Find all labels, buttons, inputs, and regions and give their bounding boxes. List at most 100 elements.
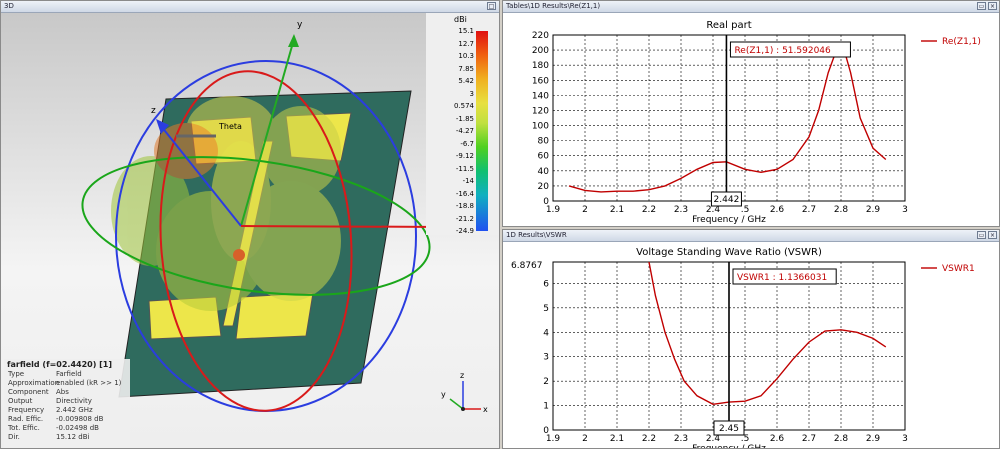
z-axis-label: z (151, 106, 156, 116)
colorbar-tick: -6.7 (460, 139, 474, 148)
plot1-y-tick-label: 200 (532, 46, 549, 56)
info-row: Tot. Effic. -0.02498 dB (4, 424, 130, 433)
z-axis-arrow (156, 119, 169, 134)
re-z11-chart: Real part 1.9 2 2.1 2.2 2.3 2.4 .5 2.6 2.7 2.8 2.9 3… (532, 20, 981, 225)
info-row: Type Farfield (4, 370, 130, 379)
re-z11-plot-window[interactable]: Tables\1D Results\Re(Z1,1) ▭ × Real part… (502, 0, 1000, 227)
info-key: Approximation (8, 379, 60, 387)
plot1-x-tick-label: .5 (741, 205, 750, 215)
colorbar-gradient (476, 31, 488, 231)
info-value: -0.02498 dB (56, 424, 99, 432)
info-key: Frequency (8, 406, 45, 414)
plot2-y-tick-label: 1 (543, 402, 549, 412)
plot2-y-tick-label: 5 (543, 304, 549, 314)
plot1-x-tick-label: 2.7 (802, 205, 816, 215)
plot1-y-tick-label: 180 (532, 61, 549, 71)
vswr-plot-window[interactable]: 1D Results\VSWR ▭ × Voltage Standing Wav… (502, 229, 1000, 449)
farfield-info-header: farfield (f=02.4420) [1] (7, 360, 113, 369)
plot1-x-tick-label: 2.2 (642, 205, 656, 215)
colorbar-tick: -4.27 (455, 127, 474, 135)
plot1-chart-title: Real part (706, 20, 751, 31)
plot2-series-line (648, 261, 887, 406)
plot1-marker-value-label: Re(Z1,1) : 51.592046 (734, 46, 831, 56)
plot1-x-axis-label: Frequency / GHz (692, 215, 766, 225)
phi-circle (81, 156, 431, 296)
plot1-x-tick-label: 2.9 (866, 205, 881, 215)
plot1-y-tick-label: 0 (543, 197, 549, 207)
plot2-close-button[interactable]: × (988, 231, 997, 239)
triad-y-label: y (441, 390, 446, 399)
plot2-legend-label: VSWR1 (942, 264, 975, 274)
colorbar-tick: -21.2 (455, 214, 474, 223)
y-axis-label: y (297, 20, 303, 30)
plot2-y-tick-label: 3 (543, 353, 549, 363)
plot2-x-tick-label: 2.7 (802, 434, 816, 444)
colorbar-tick: -18.8 (455, 202, 474, 210)
plot1-restore-button[interactable]: ▭ (977, 2, 986, 10)
plot1-y-tick-label: 80 (538, 137, 550, 147)
plot1-marker-x-box (710, 191, 742, 207)
colorbar-panel: dBi 15.1 12.7 10.3 7.85 5.42 3 0.574 -1.85 -4.27… (426, 13, 499, 235)
colorbar-tick: -14 (462, 177, 474, 185)
plot1-y-tick-label: 100 (532, 122, 549, 132)
plot2-x-tick-label: 3 (902, 434, 908, 444)
colorbar-tick: 12.7 (458, 39, 474, 48)
vswr-chart: Voltage Standing Wave Ratio (VSWR) 1.9 2 2.… (511, 247, 975, 449)
farfield-scene: y z Theta phi z y x (81, 20, 488, 414)
feed-point (233, 249, 245, 261)
theta-label: Theta (218, 122, 242, 131)
plot1-y-tick-label: 20 (538, 182, 550, 192)
plot1-x-tick-label: 2 (582, 205, 588, 215)
plot2-marker-x-box (713, 420, 745, 436)
plot1-y-tick-label: 40 (538, 167, 550, 177)
farfield-3d-view[interactable]: 3D □ y z (0, 0, 500, 449)
maximize-button[interactable]: □ (487, 2, 496, 10)
colorbar-tick: -16.4 (455, 189, 474, 198)
plot2-x-tick-label: 1.9 (546, 434, 561, 444)
view3d-titlebar: 3D (1, 1, 499, 13)
plot2-x-tick-label: 2.6 (770, 434, 785, 444)
plot2-x-tick-label: 2.4 (706, 434, 721, 444)
info-value: 15.12 dBi (56, 433, 90, 441)
plot1-y-tick-label: 60 (538, 152, 550, 162)
triad-x-label: x (483, 405, 488, 414)
plot2-window-title: 1D Results\VSWR (506, 231, 567, 239)
info-key: Tot. Effic. (8, 424, 40, 432)
plot2-marker-x-label: 2.45 (719, 424, 739, 434)
colorbar-tick: -24.9 (455, 227, 474, 235)
plot2-top-value-label: 6.8767 (511, 261, 543, 271)
farfield-info-box: farfield (f=02.4420) [1] Type Farfield App… (4, 359, 130, 448)
plot2-x-tick-label: 2.1 (610, 434, 624, 444)
plot2-y-tick-label: 2 (543, 377, 549, 387)
info-value: Abs (56, 388, 69, 396)
colorbar-tick: 15.1 (458, 27, 474, 35)
plot1-close-button[interactable]: × (988, 2, 997, 10)
plot1-x-tick-label: 2.4 (706, 205, 721, 215)
colorbar-tick: -9.12 (455, 152, 474, 160)
plot2-restore-button[interactable]: ▭ (977, 231, 986, 239)
info-row: Rad. Effic. -0.009808 dB (4, 415, 130, 424)
info-value: 2.442 GHz (56, 406, 93, 414)
plot1-x-tick-label: 3 (902, 205, 908, 215)
info-key: Type (8, 370, 25, 378)
plot1-legend-label: Re(Z1,1) (942, 37, 981, 47)
triad-z-label: z (460, 371, 464, 380)
patch-bottom-right (235, 292, 314, 340)
y-axis-line (240, 38, 295, 227)
plot1-window-title: Tables\1D Results\Re(Z1,1) (506, 2, 601, 10)
farfield-info-rows: Type Farfield Approximation enabled (kR >> … (4, 370, 130, 442)
plot2-y-tick-label: 0 (543, 426, 549, 436)
info-row: Output Directivity (4, 397, 130, 406)
plot1-y-tick-label: 220 (532, 31, 549, 41)
info-row: Dir. 15.12 dBi (4, 433, 130, 442)
plot2-x-tick-label: 2.9 (866, 434, 881, 444)
plot1-x-tick-label: 2.6 (770, 205, 785, 215)
colorbar-tick: 7.85 (458, 64, 474, 73)
colorbar-tick: 10.3 (458, 52, 474, 60)
plot2-marker-value-box (732, 268, 837, 285)
info-value: -0.009808 dB (56, 415, 104, 423)
plot1-y-tick-label: 160 (532, 76, 549, 86)
plot1-x-tick-label: 2.1 (610, 205, 624, 215)
z-axis-line (160, 125, 242, 227)
plot2-x-axis-label: Frequency / GHz (692, 444, 766, 449)
